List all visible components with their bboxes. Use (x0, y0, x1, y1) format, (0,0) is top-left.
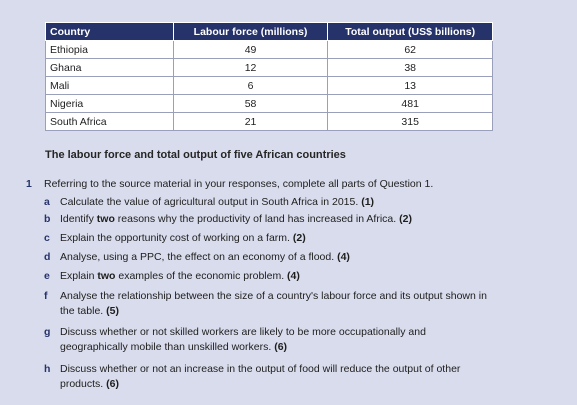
part-letter: b (44, 213, 51, 225)
part-text: Discuss whether or not an increase in th… (60, 363, 461, 390)
part-text: Identify (60, 213, 94, 225)
question-intro: Referring to the source material in your… (44, 178, 434, 190)
part-letter: h (44, 363, 51, 375)
part-text: Analyse the relationship between the siz… (60, 290, 487, 317)
table-row: Mali 6 13 (45, 76, 493, 95)
part-marks: (4) (287, 270, 300, 282)
part-text: Explain the opportunity cost of working … (60, 232, 290, 244)
cell-country: Ethiopia (45, 40, 174, 59)
part-text-rest: reasons why the productivity of land has… (117, 213, 397, 225)
question-part-h: h Discuss whether or not an increase in … (44, 362, 494, 392)
cell-labour-force: 12 (172, 58, 329, 77)
part-letter: e (44, 270, 50, 282)
cell-country: Mali (45, 76, 174, 95)
cell-labour-force: 49 (172, 40, 329, 59)
table-row: Ghana 12 38 (45, 58, 493, 77)
cell-total-output: 13 (327, 76, 493, 95)
part-marks: (6) (274, 341, 288, 353)
table-row: South Africa 21 315 (45, 112, 493, 131)
part-marks: (2) (292, 232, 306, 244)
cell-labour-force: 58 (172, 94, 329, 113)
question-part-g: g Discuss whether or not skilled workers… (44, 325, 494, 355)
question-part-b: b Identify two reasons why the productiv… (44, 212, 494, 227)
table-caption: The labour force and total output of fiv… (45, 149, 346, 161)
table-row: Ethiopia 49 62 (45, 40, 493, 59)
part-text: Calculate the value of agricultural outp… (60, 196, 359, 208)
part-emphasis: two (97, 270, 116, 282)
cell-total-output: 62 (327, 40, 493, 59)
part-marks: (6) (106, 378, 119, 390)
data-table: Country Labour force (millions) Total ou… (45, 22, 493, 131)
cell-labour-force: 21 (172, 112, 329, 131)
table-row: Nigeria 58 481 (45, 94, 493, 113)
part-text: Explain (60, 270, 95, 282)
cell-total-output: 481 (327, 94, 493, 113)
part-marks: (5) (106, 305, 119, 317)
part-marks: (1) (361, 196, 375, 208)
part-emphasis: two (96, 213, 115, 225)
question-part-e: e Explain two examples of the economic p… (44, 269, 494, 284)
part-text-rest: examples of the economic problem. (118, 270, 285, 282)
part-marks: (2) (399, 213, 412, 225)
part-letter: a (44, 196, 50, 208)
part-letter: c (44, 232, 50, 244)
header-labour-force: Labour force (millions) (172, 22, 329, 41)
cell-country: Ghana (45, 58, 174, 77)
table-header-row: Country Labour force (millions) Total ou… (45, 22, 493, 41)
question-part-c: c Explain the opportunity cost of workin… (44, 231, 494, 246)
part-letter: d (44, 251, 51, 263)
cell-country: South Africa (45, 112, 174, 131)
part-letter: f (44, 290, 48, 302)
header-total-output: Total output (US$ billions) (327, 22, 493, 41)
part-text: Discuss whether or not skilled workers a… (60, 326, 426, 353)
cell-country: Nigeria (45, 94, 174, 113)
question-part-f: f Analyse the relationship between the s… (44, 289, 494, 319)
part-text: Analyse, using a PPC, the effect on an e… (60, 251, 335, 263)
header-country: Country (45, 22, 174, 41)
question-number: 1 (26, 178, 32, 190)
cell-total-output: 315 (327, 112, 493, 131)
part-letter: g (44, 326, 51, 338)
question-part-d: d Analyse, using a PPC, the effect on an… (44, 250, 494, 265)
cell-total-output: 38 (327, 58, 493, 77)
part-marks: (4) (337, 251, 350, 263)
question-part-a: a Calculate the value of agricultural ou… (44, 195, 494, 210)
cell-labour-force: 6 (172, 76, 329, 95)
